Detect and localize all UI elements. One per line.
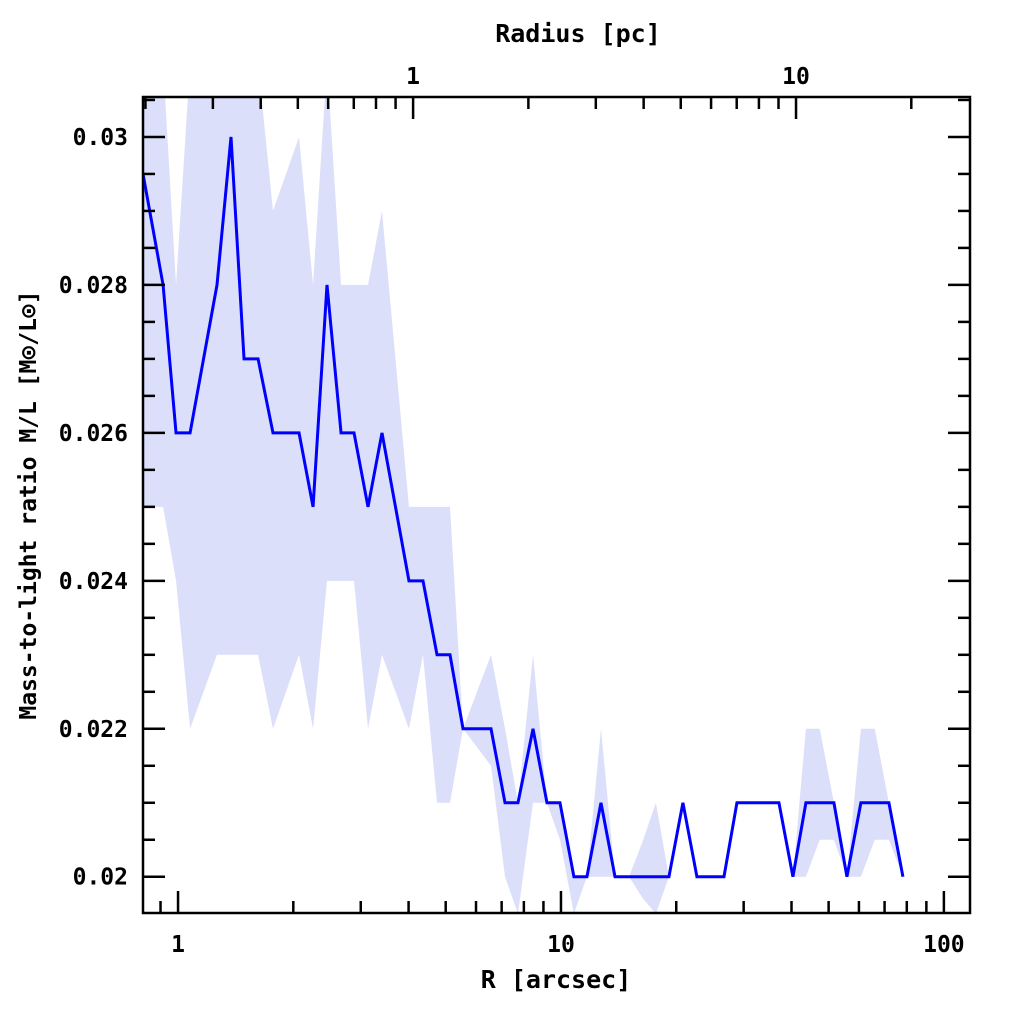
ml-ratio-line <box>143 136 905 879</box>
x-axis-label: R [arcsec] <box>481 965 632 994</box>
y-tick-label: 0.022 <box>59 717 128 743</box>
top-tick-label: 10 <box>782 64 810 90</box>
y-tick-label: 0.03 <box>73 125 128 151</box>
x-tick-label: 1 <box>171 932 185 958</box>
y-tick-label: 0.02 <box>73 865 128 891</box>
top-axis-label: Radius [pc] <box>495 19 661 48</box>
y-tick-label: 0.024 <box>59 569 128 595</box>
y-tick-label: 0.028 <box>59 273 128 299</box>
y-axis-label: Mass-to-light ratio M/L [M⊙/L⊙] <box>16 290 42 719</box>
x-tick-label: 100 <box>923 932 965 958</box>
x-tick-label: 10 <box>547 932 575 958</box>
y-tick-label: 0.026 <box>59 421 128 447</box>
uncertainty-band <box>143 97 903 913</box>
plot-frame <box>141 95 972 915</box>
top-tick-label: 1 <box>406 64 420 90</box>
